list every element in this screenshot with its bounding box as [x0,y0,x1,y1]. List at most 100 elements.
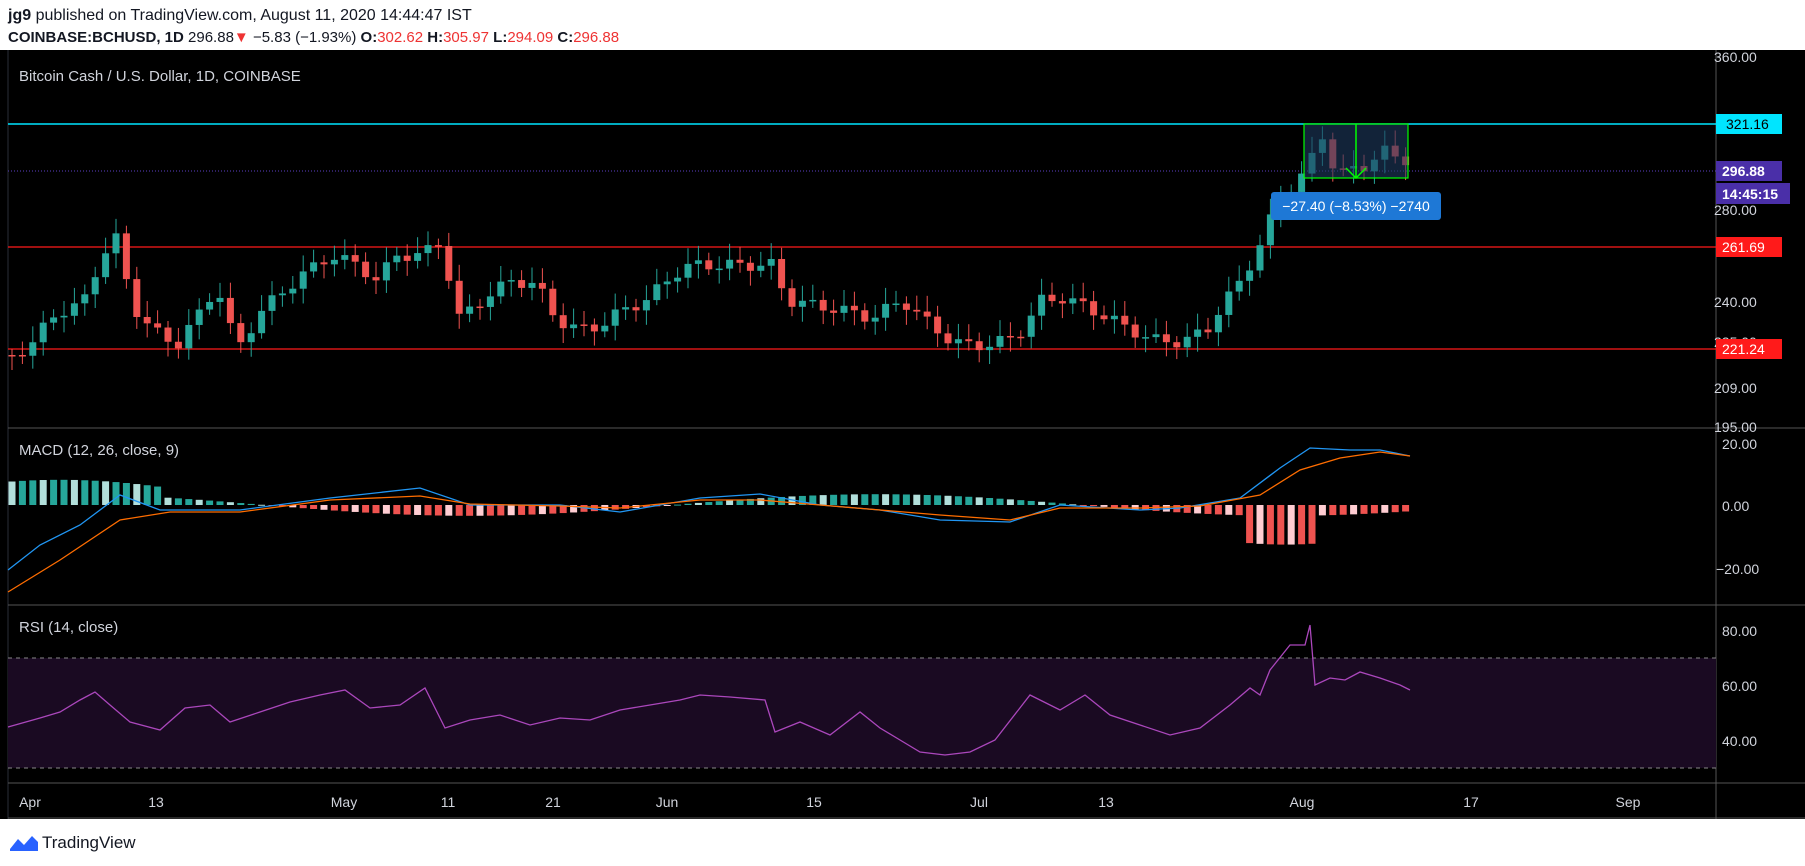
macd-histogram-bar [528,505,536,515]
candle-body [934,316,942,334]
candle-body [850,305,858,311]
high-value: 305.97 [443,29,489,46]
close-value: 296.88 [573,29,620,46]
macd-histogram-bar [1214,505,1222,515]
chart-canvas[interactable]: Bitcoin Cash / U.S. Dollar, 1D, COINBASE… [0,50,1805,819]
rsi-series[interactable] [7,624,1411,756]
macd-histogram-bar [944,495,952,505]
rsi-line [7,624,1411,756]
macd-histogram-bar [1048,502,1056,505]
candle-body [122,233,130,280]
measure-label-box[interactable] [1271,192,1441,220]
candle-body [466,306,474,314]
macd-histogram-bar [1391,505,1399,513]
macd-histogram-bar [154,486,162,505]
macd-histogram-bar [590,505,598,512]
candle-body [1246,270,1254,281]
tradingview-brand[interactable]: TradingView [42,833,136,852]
candle-body [29,342,37,356]
candle-body [902,303,910,310]
macd-histogram-bar [1038,501,1046,505]
candle-body [351,255,359,262]
macd-histogram-bar [1287,505,1295,545]
macd-histogram-bar [1329,505,1337,516]
candle-body [632,307,640,311]
macd-histogram-bar [934,495,942,505]
low-label: L: [493,29,508,46]
candle-body [455,280,463,314]
candle-body [767,259,775,266]
published-text: published on TradingView.com, August 11,… [35,7,472,24]
candle-body [1152,334,1160,338]
candle-body [715,268,723,271]
macd-histogram-bar [674,504,682,506]
candle-body [154,323,162,328]
candle-body [861,310,869,322]
candle-body [60,315,68,318]
macd-histogram-bar [986,498,994,505]
macd-histogram-bar [497,505,505,516]
symbol-label[interactable]: COINBASE:BCHUSD, 1D [8,29,184,46]
macd-line [7,447,1411,571]
macd-histogram-bar [913,494,921,505]
candle-body [258,310,266,334]
candle-body [174,341,182,349]
macd-histogram-bar [362,505,370,513]
macd-histogram-bar [81,480,89,505]
rsi-pane-title: RSI (14, close) [19,619,118,636]
candle-body [986,346,994,351]
macd-histogram-bar [1090,505,1098,507]
candle-body [1256,245,1264,271]
candle-body [892,303,900,306]
last-price: 296.88 [188,29,234,46]
candle-body [726,259,734,269]
candle-body [1100,315,1108,320]
candle-body [538,282,546,289]
candle-body [809,299,817,302]
candle-body [1121,315,1129,325]
candle-body [778,259,786,289]
macd-histogram-bar [185,499,193,505]
macd-series[interactable] [7,447,1411,593]
macd-histogram-bar [289,505,297,508]
candle-body [330,259,338,265]
rsi-axis-label: 80.00 [1722,623,1757,639]
candle-body [237,323,245,343]
candle-body [216,297,224,302]
x-axis-label: May [331,794,357,810]
macd-histogram-bar [1110,505,1118,508]
macd-histogram-bar [1308,505,1316,544]
candlestick-series[interactable] [8,126,1410,370]
candle-body [746,262,754,271]
macd-histogram-bar [809,495,817,505]
macd-histogram-bar [1079,505,1087,506]
macd-histogram-bar [299,505,307,509]
candle-body [414,253,422,261]
macd-pane-title: MACD (12, 26, close, 9) [19,442,179,459]
price-axis-label: 280.00 [1714,202,1757,218]
macd-histogram-bar [476,505,484,516]
candle-body [434,245,442,247]
macd-axis-label: −20.00 [1716,561,1759,577]
macd-histogram-bar [351,505,359,512]
candle-body [341,255,349,260]
macd-histogram-bar [1381,505,1389,513]
candle-body [247,333,255,343]
macd-histogram-bar [1100,505,1108,507]
x-axis-label: Jun [656,794,679,810]
chart-header: jg9 published on TradingView.com, August… [0,0,1805,50]
tradingview-logo-icon[interactable] [8,833,40,853]
macd-histogram-bar [1266,505,1274,545]
candle-body [143,316,151,324]
macd-histogram-bar [538,505,546,515]
candle-body [622,307,630,310]
x-axis-label: 21 [545,794,561,810]
measure-arrow-icon [1345,167,1367,180]
candle-body [1027,315,1035,337]
macd-histogram-bar [726,500,734,505]
macd-histogram-bar [60,479,68,505]
publisher-name[interactable]: jg9 [8,7,32,24]
price-axis-label: 240.00 [1714,294,1757,310]
candle-body [382,262,390,281]
macd-histogram-bar [102,481,110,505]
